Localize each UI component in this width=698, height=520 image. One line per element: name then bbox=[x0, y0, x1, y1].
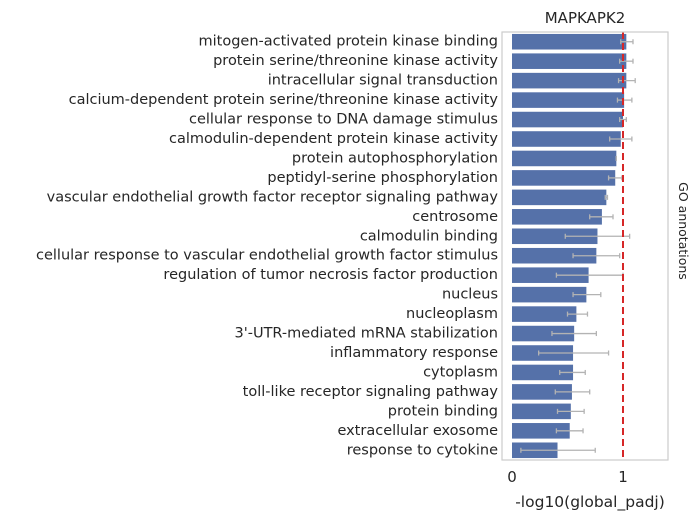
x-tick-label: 1 bbox=[618, 468, 628, 486]
category-labels: mitogen-activated protein kinase binding… bbox=[36, 34, 498, 459]
bar bbox=[512, 53, 627, 69]
bar bbox=[512, 72, 627, 89]
category-label: calmodulin binding bbox=[360, 228, 498, 244]
category-label: cellular response to vascular endothelia… bbox=[36, 248, 498, 264]
bar bbox=[512, 131, 621, 147]
category-label: inflammatory response bbox=[330, 345, 498, 361]
bar bbox=[512, 228, 598, 245]
bars-layer bbox=[512, 33, 627, 459]
x-tick-label: 0 bbox=[507, 468, 517, 486]
side-axis-label: GO annotations bbox=[676, 182, 691, 280]
bar bbox=[512, 189, 607, 206]
bar bbox=[512, 170, 616, 186]
bar bbox=[512, 286, 587, 303]
bar bbox=[512, 150, 617, 167]
bar bbox=[512, 111, 623, 128]
bar bbox=[512, 92, 625, 108]
category-label: protein autophosphorylation bbox=[292, 150, 498, 166]
category-label: calmodulin-dependent protein kinase acti… bbox=[169, 131, 498, 147]
category-label: 3'-UTR-mediated mRNA stabilization bbox=[235, 326, 498, 342]
x-axis-label: -log10(global_padj) bbox=[515, 493, 665, 512]
errorbars-layer bbox=[520, 39, 636, 453]
category-label: cellular response to DNA damage stimulus bbox=[189, 112, 498, 128]
bar bbox=[512, 267, 589, 283]
bar bbox=[512, 209, 602, 225]
bar bbox=[512, 33, 627, 50]
category-label: regulation of tumor necrosis factor prod… bbox=[163, 267, 498, 283]
category-label: centrosome bbox=[412, 209, 498, 225]
bar bbox=[512, 325, 575, 342]
category-label: intracellular signal transduction bbox=[268, 73, 498, 89]
chart-title: MAPKAPK2 bbox=[545, 9, 626, 27]
bar bbox=[512, 306, 577, 322]
category-label: cytoplasm bbox=[423, 364, 498, 380]
plot-frame bbox=[501, 31, 669, 461]
category-label: extracellular exosome bbox=[337, 423, 498, 439]
category-label: mitogen-activated protein kinase binding bbox=[198, 34, 498, 50]
category-label: calcium-dependent protein serine/threoni… bbox=[69, 92, 499, 108]
category-label: toll-like receptor signaling pathway bbox=[243, 384, 499, 400]
category-label: protein binding bbox=[388, 403, 498, 419]
category-label: protein serine/threonine kinase activity bbox=[213, 53, 498, 69]
bar bbox=[512, 364, 574, 381]
category-label: vascular endothelial growth factor recep… bbox=[47, 189, 499, 205]
category-label: nucleoplasm bbox=[406, 306, 498, 322]
bar bbox=[512, 423, 570, 439]
bar bbox=[512, 403, 571, 420]
category-label: response to cytokine bbox=[347, 442, 498, 458]
bar bbox=[512, 384, 572, 400]
category-label: peptidyl-serine phosphorylation bbox=[267, 170, 498, 186]
category-label: nucleus bbox=[442, 287, 498, 303]
bar bbox=[512, 247, 597, 264]
